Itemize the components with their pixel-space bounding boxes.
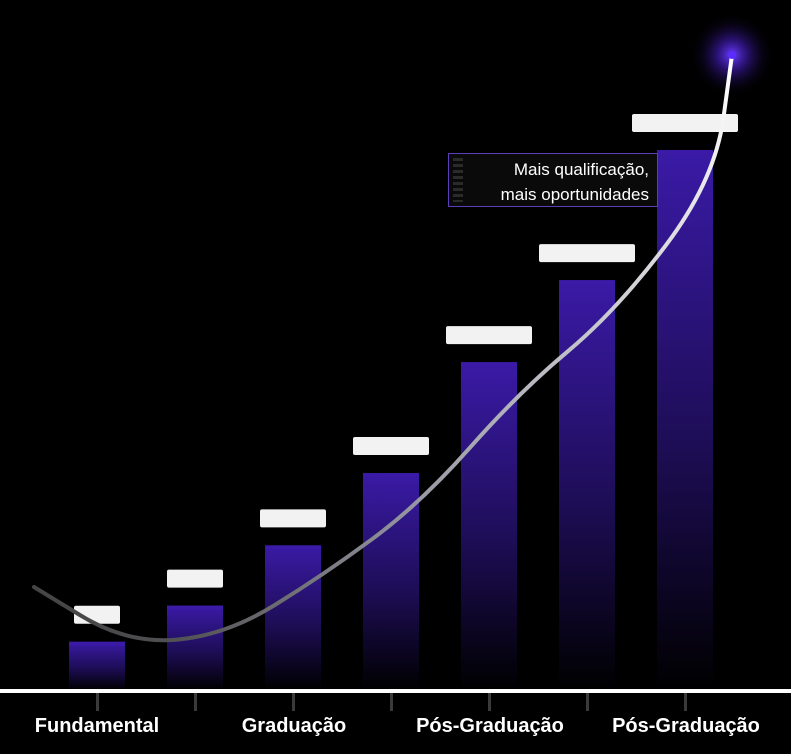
bar-2 [167, 605, 223, 690]
x-tick-label-3: Graduação [242, 715, 346, 737]
x-tick-6 [586, 693, 589, 711]
x-axis [0, 689, 791, 711]
bars-group [69, 150, 713, 690]
x-tick-4 [390, 693, 393, 711]
x-tick-label-7: Pós-Graduação [612, 715, 760, 737]
value-label-2 [167, 569, 223, 588]
bar-1 [69, 641, 125, 690]
x-tick-label-1: Fundamental [35, 715, 159, 737]
x-tick-1 [96, 693, 99, 711]
callout-texture [453, 158, 463, 202]
value-label-7 [632, 114, 738, 132]
bar-cap-4 [363, 473, 419, 478]
x-tick-5 [488, 693, 491, 711]
bar-3 [265, 545, 321, 690]
x-axis-line [0, 689, 791, 693]
value-label-4 [353, 437, 429, 456]
bar-5 [461, 362, 517, 690]
bar-cap-3 [265, 545, 321, 550]
curve-end-point [728, 51, 736, 59]
x-tick-3 [292, 693, 295, 711]
bar-cap-7 [657, 150, 713, 154]
x-tick-7 [684, 693, 687, 711]
annotation-line-1: Mais qualificação, [513, 160, 649, 179]
annotation-callout: Mais qualificação, mais oportunidades [448, 153, 658, 207]
x-tick-2 [194, 693, 197, 711]
value-label-6 [539, 244, 635, 263]
value-label-5 [446, 326, 532, 345]
x-tick-label-5: Pós-Graduação [416, 715, 564, 737]
growth-curve [32, 53, 734, 643]
x-tick-labels: Fundamental Graduação Pós-Graduação Pós-Gra… [35, 715, 760, 737]
bar-6 [559, 280, 615, 690]
bar-cap-2 [167, 605, 223, 610]
bar-cap-6 [559, 280, 615, 285]
value-label-3 [260, 509, 326, 528]
value-labels-group [74, 114, 738, 624]
bar-7 [657, 150, 713, 690]
bar-cap-1 [69, 641, 125, 646]
annotation-line-2: mais oportunidades [500, 185, 649, 204]
curve-layer [32, 13, 774, 643]
bar-cap-5 [461, 362, 517, 367]
